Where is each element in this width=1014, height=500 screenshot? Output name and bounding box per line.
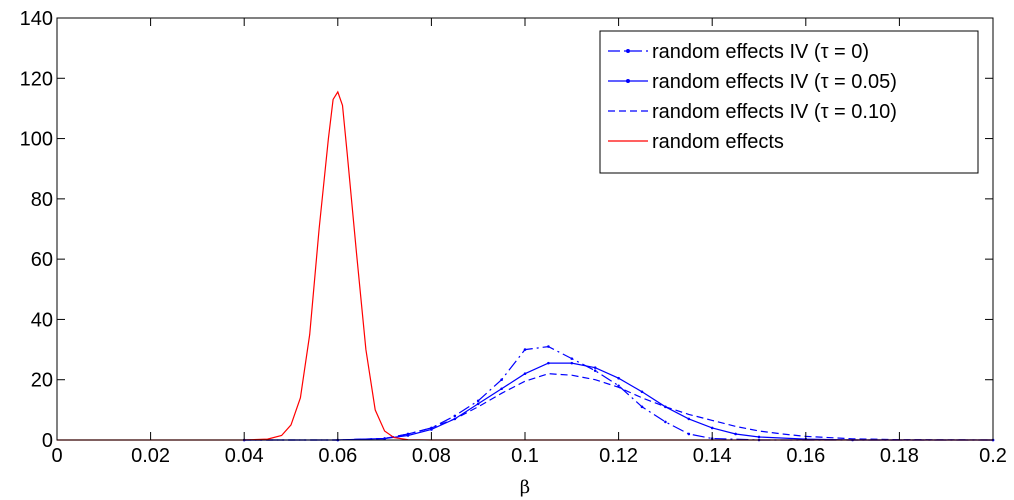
x-tick-label: 0.2 — [979, 445, 1007, 467]
series-line-2 — [244, 362, 993, 441]
series-1-point — [664, 420, 667, 424]
series-1-point — [617, 384, 620, 388]
series-2-point — [547, 361, 550, 365]
series-1-point — [640, 405, 644, 409]
legend-label-4: random effects — [652, 131, 784, 153]
series-line-4 — [57, 90, 993, 441]
y-tick-label: 120 — [20, 68, 53, 90]
series-2-point — [640, 390, 644, 394]
series-1-point — [453, 414, 457, 418]
series-2-point — [406, 434, 410, 437]
x-tick-label: 0.06 — [318, 445, 357, 467]
x-tick-label: 0 — [51, 445, 62, 467]
series-1-point — [570, 357, 574, 360]
x-tick-label: 0.18 — [880, 445, 919, 467]
x-tick-label: 0.02 — [131, 445, 170, 467]
legend-box — [599, 30, 979, 174]
x-tick-label: 0.14 — [693, 445, 732, 467]
legend-label-2: random effects IV (τ = 0.05) — [652, 71, 897, 93]
series-2-point — [757, 435, 761, 439]
series-2-point — [570, 361, 574, 365]
series-2-point — [500, 387, 503, 391]
series-1-point — [523, 348, 527, 351]
series-2-point — [383, 437, 386, 440]
legend-marker-1 — [626, 49, 630, 53]
series-1-point — [500, 378, 503, 382]
series-2-point — [593, 366, 597, 369]
legend-label-3: random effects IV (τ = 0.10) — [652, 101, 897, 123]
legend-label-1: random effects IV (τ = 0) — [652, 41, 869, 63]
x-tick-label: 0.1 — [511, 445, 539, 467]
series-2-point — [617, 376, 620, 380]
y-tick-label: 140 — [20, 8, 53, 30]
y-tick-label: 100 — [20, 129, 53, 151]
series-1-point — [547, 345, 550, 348]
series-1-point — [476, 399, 480, 403]
y-tick-label: 20 — [31, 370, 53, 392]
y-tick-label: 80 — [31, 189, 53, 211]
x-tick-label: 0.04 — [225, 445, 264, 467]
x-tick-label: 0.16 — [786, 445, 825, 467]
series-2-point — [734, 432, 737, 436]
series-2-point — [710, 426, 714, 430]
legend-marker-2 — [626, 79, 630, 83]
legend: random effects IV (τ = 0) random effects … — [599, 30, 979, 174]
series-1-point — [593, 369, 597, 372]
series-line-3 — [244, 373, 994, 441]
y-tick-label: 40 — [31, 309, 53, 331]
series-2-point — [523, 372, 527, 375]
series-2-point — [687, 417, 691, 421]
x-axis-title: β — [520, 477, 530, 498]
axes-layer: 0 0.02 0.04 0.06 0.08 0.1 0.12 0.14 0.16 0.18 0.2 0… — [20, 8, 1007, 467]
y-tick-label: 60 — [31, 249, 53, 271]
series-2-point — [476, 402, 480, 406]
series-layer — [57, 90, 995, 442]
x-tick-label: 0.12 — [599, 445, 638, 467]
series-1-point — [687, 432, 691, 436]
y-tick-label: 0 — [42, 430, 53, 452]
x-tick-label: 0.08 — [412, 445, 451, 467]
series-2-point — [430, 428, 433, 431]
